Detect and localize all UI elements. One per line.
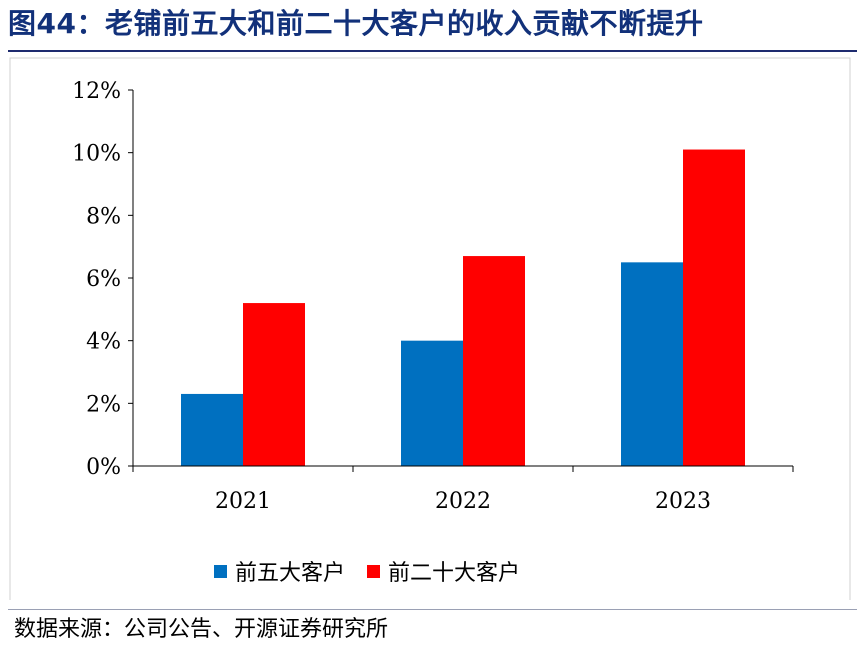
legend-label-top5: 前五大客户 (235, 561, 346, 586)
legend-label-top20: 前二十大客户 (388, 561, 521, 586)
y-tick-label: 0% (86, 455, 121, 480)
y-tick-label: 6% (86, 267, 121, 292)
legend-swatch-top20 (367, 564, 381, 578)
x-tick-label: 2023 (655, 489, 711, 514)
footer-rule (8, 609, 857, 610)
bar-top5-2022 (401, 340, 463, 466)
x-tick-label: 2021 (215, 489, 271, 514)
bar-top5-2021 (181, 393, 243, 466)
y-tick-label: 12% (72, 79, 121, 104)
bar-top20-2022 (463, 256, 525, 466)
y-tick-label: 4% (86, 330, 121, 355)
source-note: 数据来源：公司公告、开源证券研究所 (14, 617, 389, 642)
y-tick-label: 10% (72, 142, 121, 167)
chart-legend: 前五大客户 前二十大客户 (214, 556, 542, 586)
x-tick-label: 2022 (435, 489, 491, 514)
bar-chart: 0% 2% 4% 6% 8% 10% 12% 2021 2022 2023 (9, 57, 851, 600)
bar-top20-2021 (243, 303, 305, 466)
legend-swatch-top5 (214, 564, 227, 578)
chart-frame (9, 57, 851, 600)
title-rule (8, 50, 857, 52)
bar-top5-2023 (621, 262, 683, 466)
legend-item-top5: 前五大客户 (214, 555, 345, 587)
figure-title: 图44：老铺前五大和前二十大客户的收入贡献不断提升 (8, 7, 704, 40)
y-tick-label: 2% (86, 392, 121, 417)
legend-item-top20: 前二十大客户 (367, 555, 520, 587)
bar-top20-2023 (683, 149, 745, 467)
y-tick-label: 8% (86, 204, 121, 229)
